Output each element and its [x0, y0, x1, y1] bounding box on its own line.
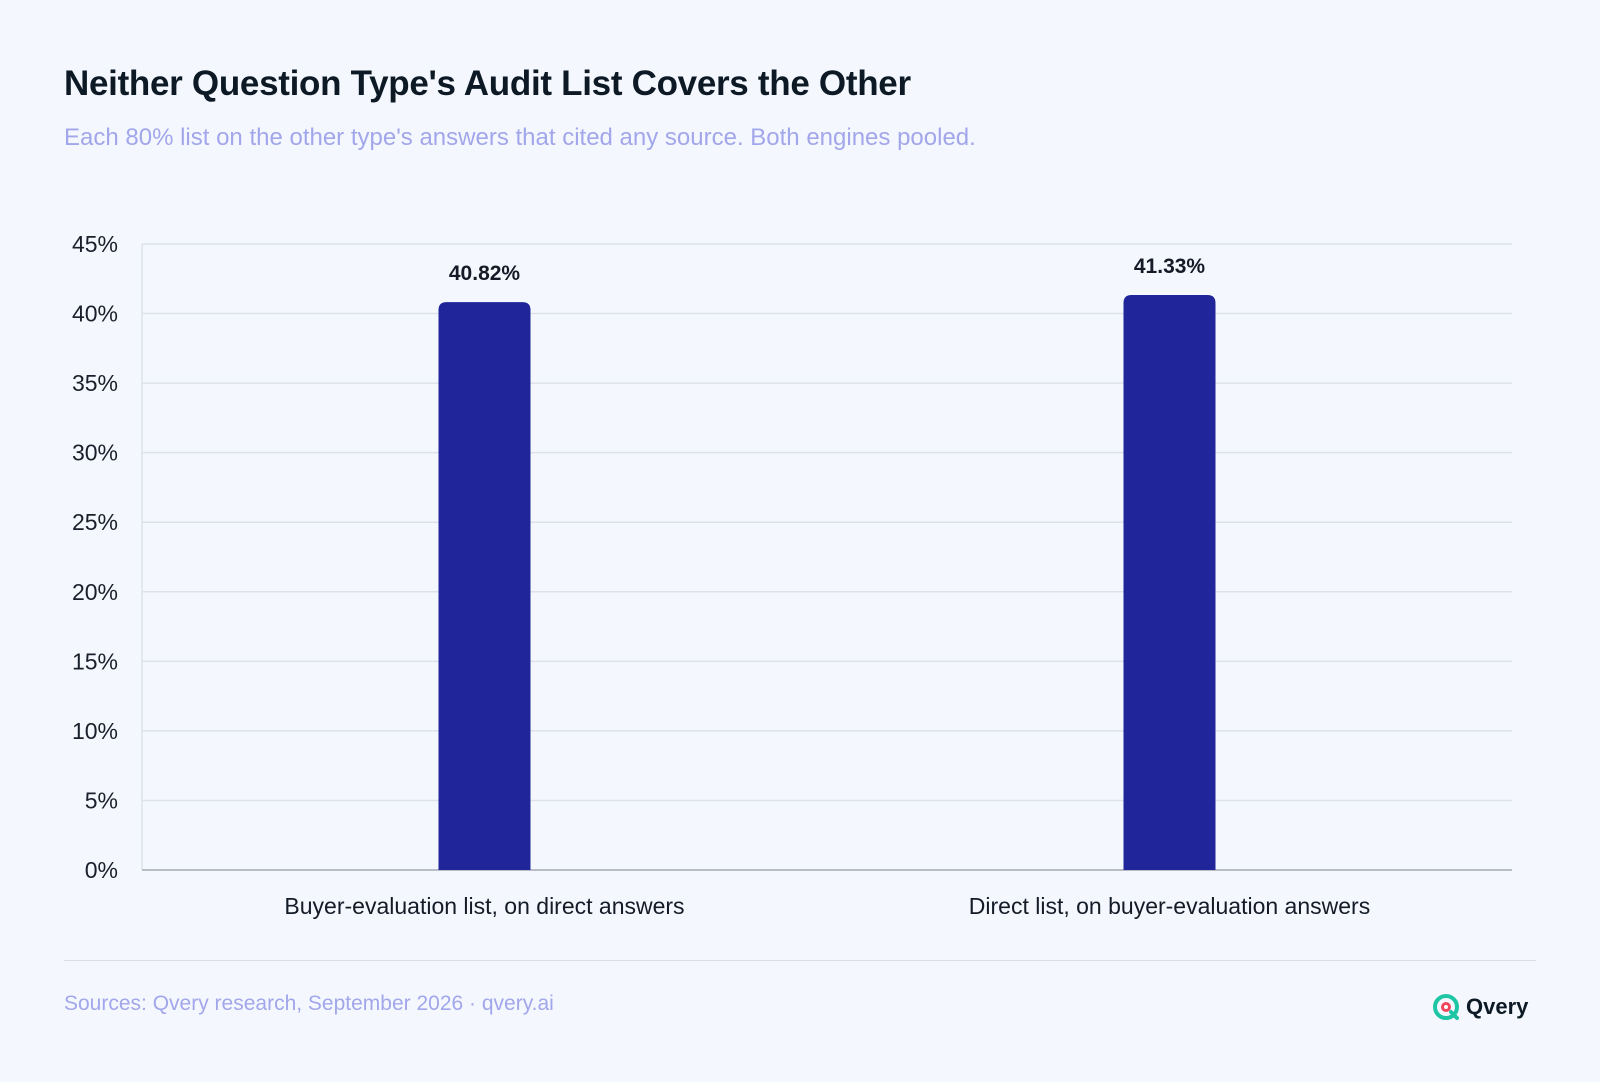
y-tick-label: 35%: [72, 370, 118, 396]
source-note: Sources: Qvery research, September 2026 …: [64, 992, 554, 1015]
x-tick-label: Direct list, on buyer-evaluation answers: [969, 893, 1370, 919]
bar: [438, 302, 531, 870]
data-label: 41.33%: [1134, 255, 1206, 278]
y-tick-label: 30%: [72, 440, 118, 466]
chart-title: Neither Question Type's Audit List Cover…: [64, 64, 911, 103]
y-tick-label: 45%: [72, 231, 118, 257]
y-tick-label: 40%: [72, 301, 118, 327]
data-label: 40.82%: [449, 262, 521, 285]
y-tick-label: 25%: [72, 509, 118, 535]
y-tick-label: 0%: [85, 857, 118, 883]
bar-chart: 0% 5% 10% 15% 20% 25% 30% 35% 40% 45% 40.82% Buyer-…: [72, 231, 1512, 919]
y-tick-label: 15%: [72, 648, 118, 674]
y-tick-label: 5%: [85, 787, 118, 813]
brand[interactable]: Qvery: [1433, 992, 1528, 1022]
footer-divider: [64, 960, 1536, 961]
bar: [1123, 295, 1216, 870]
brand-name: Qvery: [1466, 994, 1529, 1019]
chart-subtitle: Each 80% list on the other type's answer…: [64, 124, 976, 151]
y-tick-label: 20%: [72, 579, 118, 605]
x-tick-label: Buyer-evaluation list, on direct answers: [284, 893, 684, 919]
y-tick-label: 10%: [72, 718, 118, 744]
qvery-logo-icon: [1433, 994, 1459, 1020]
